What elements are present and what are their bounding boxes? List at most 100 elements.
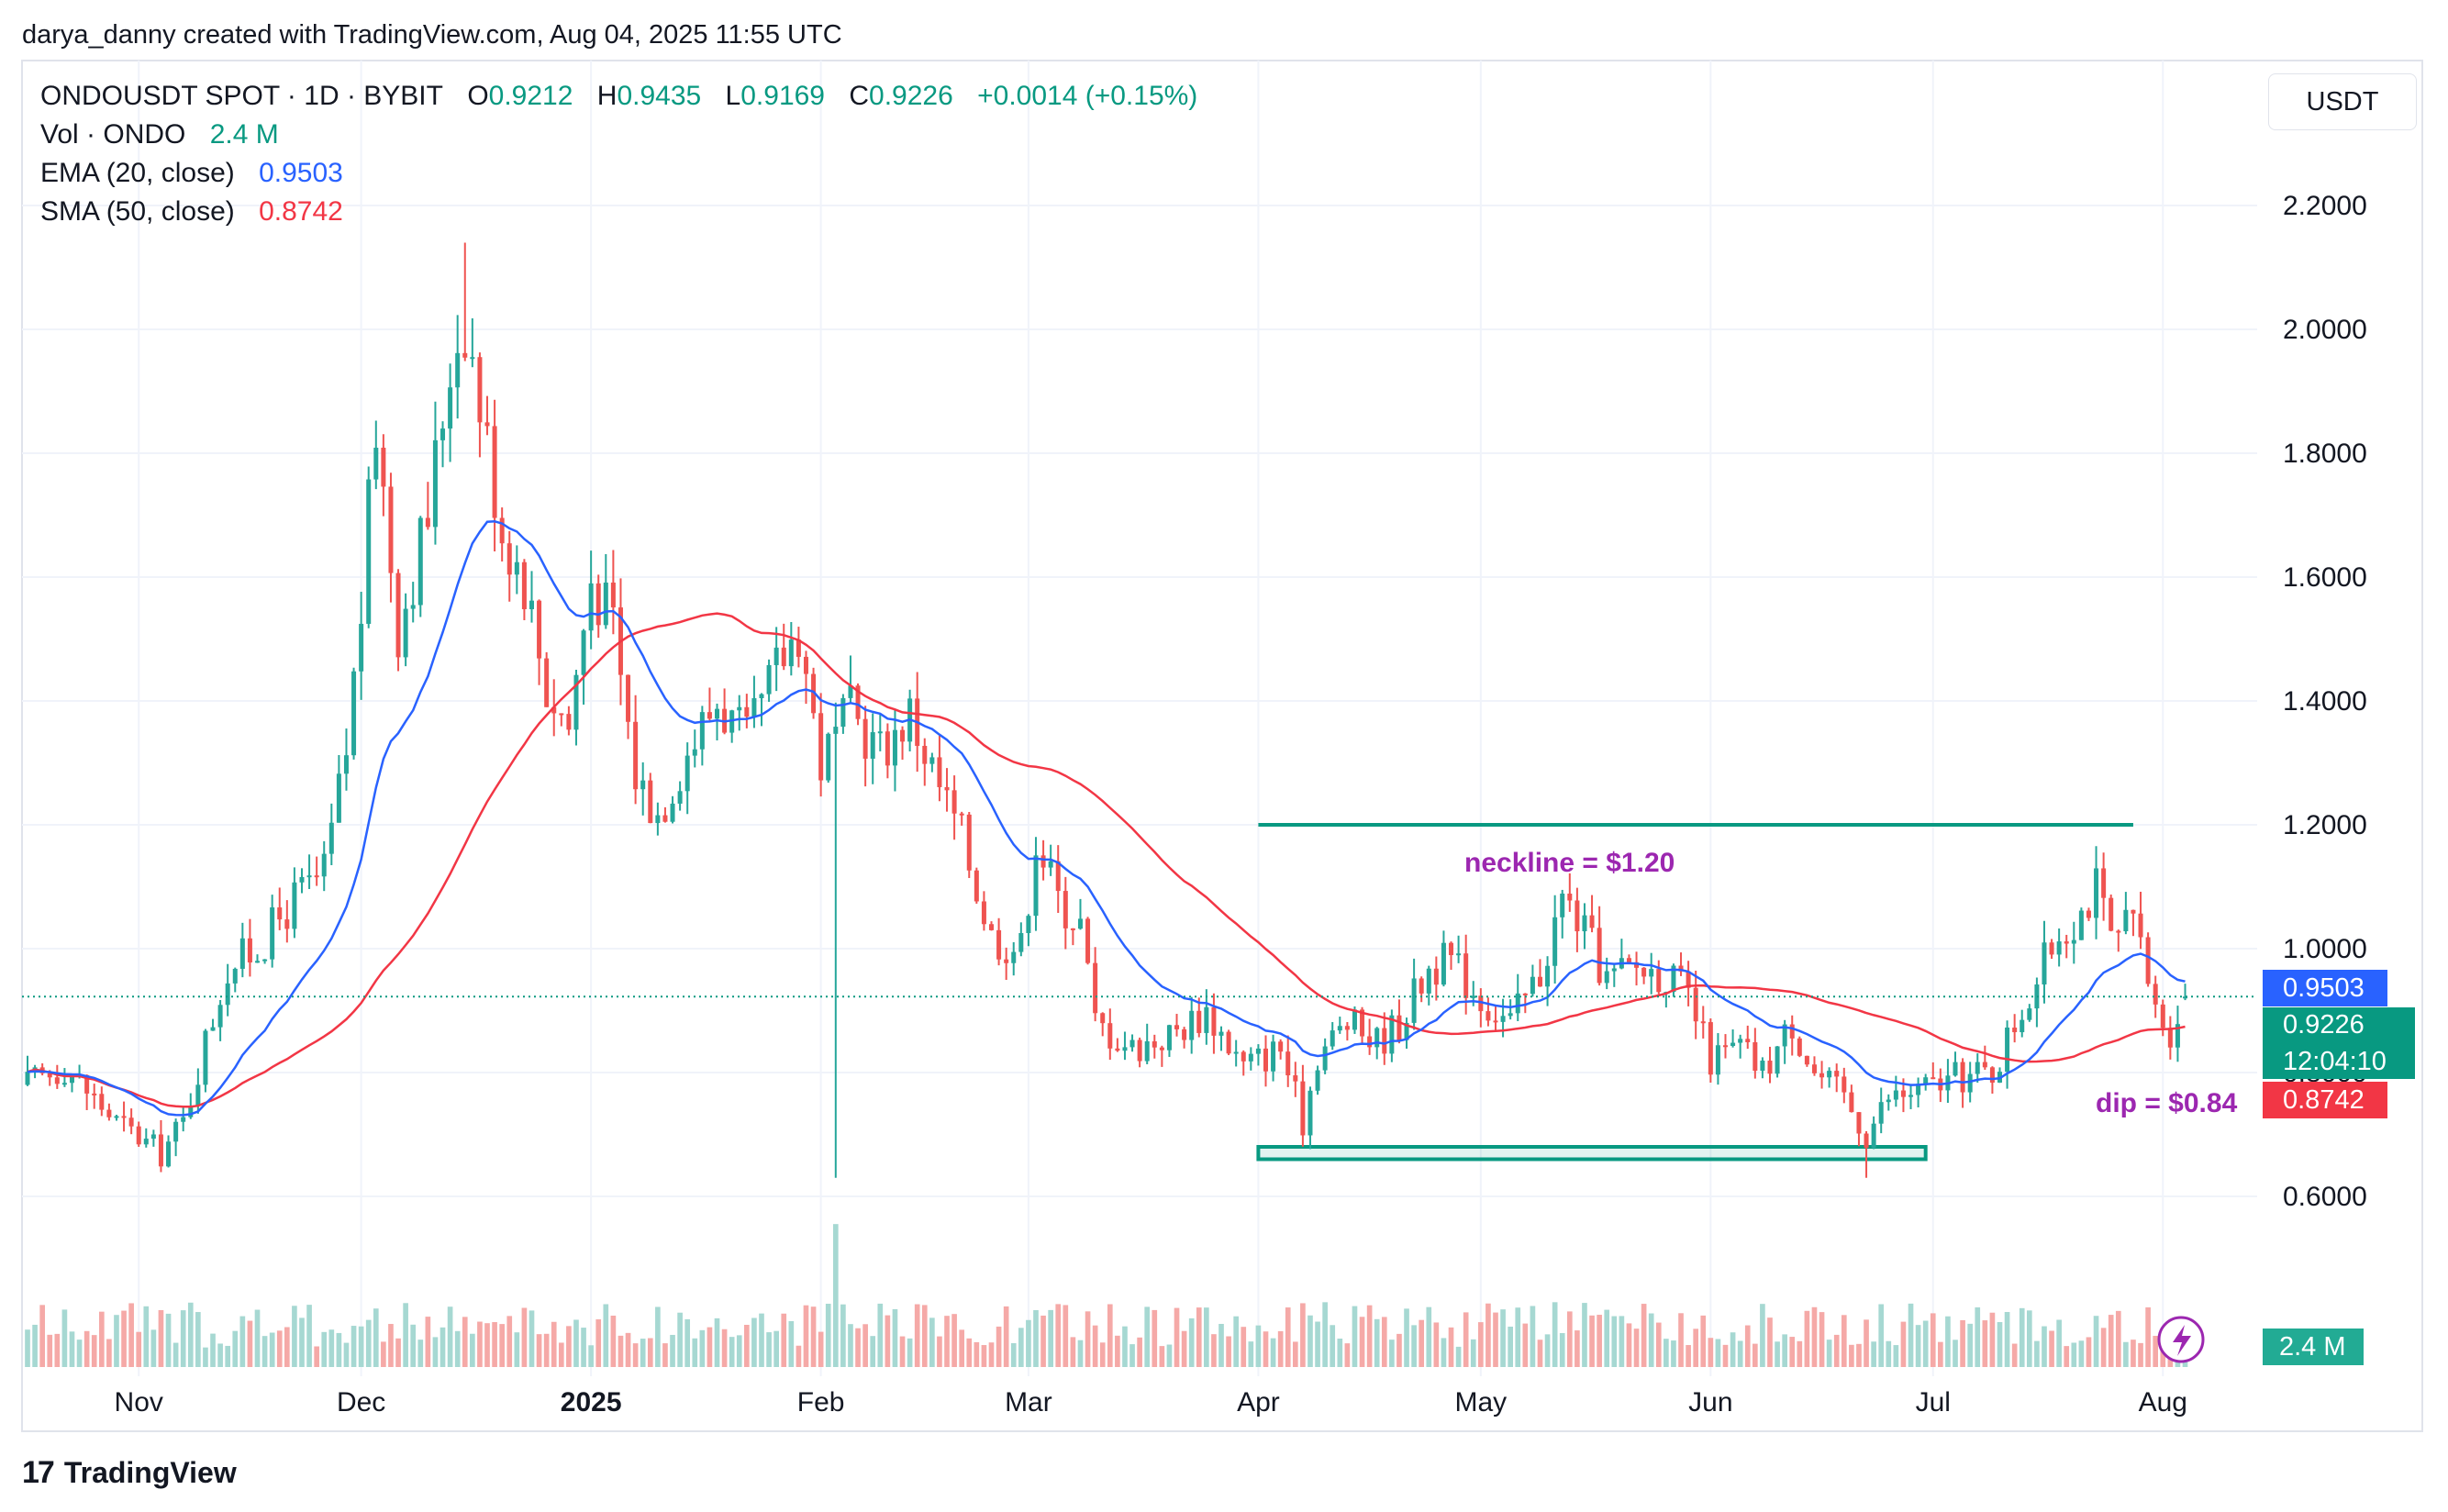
candle-body	[781, 647, 786, 667]
candle-body	[885, 731, 890, 766]
close-value: 0.9226	[869, 81, 953, 111]
time-tick-label: Aug	[2139, 1387, 2187, 1418]
volume-bar	[2138, 1342, 2143, 1367]
candle-body	[974, 870, 979, 902]
volume-bar	[269, 1332, 275, 1367]
candle-body	[1871, 1123, 1876, 1149]
volume-bar	[1671, 1340, 1676, 1367]
volume-bar	[1196, 1307, 1202, 1367]
candle-body	[1508, 1013, 1513, 1017]
ema-price-badge: 0.9503	[2263, 970, 2387, 1006]
volume-bar	[314, 1346, 319, 1367]
price-tick-label: 0.6000	[2283, 1182, 2367, 1212]
candle-body	[1975, 1062, 1980, 1074]
price-scale[interactable]: 2.2000 2.0000 1.8000 1.6000 1.4000 1.2000 1.00…	[2283, 191, 2367, 1212]
volume-bar	[1797, 1340, 1803, 1367]
candle-body	[121, 1116, 127, 1118]
candle-body	[1040, 855, 1046, 868]
volume-bar	[1285, 1307, 1291, 1367]
candle-body	[603, 582, 608, 626]
sma-legend[interactable]: SMA (50, close) 0.8742	[40, 196, 343, 228]
candle-body	[1893, 1090, 1898, 1100]
volume-bar	[1122, 1326, 1128, 1367]
candle-body	[336, 773, 341, 823]
candle-body	[766, 664, 772, 695]
volume-bar	[1515, 1307, 1521, 1367]
candle-body	[544, 658, 550, 707]
volume-bar	[1619, 1316, 1625, 1367]
candle-body	[54, 1077, 60, 1084]
volume-bar	[1115, 1335, 1120, 1367]
volume-bar	[1092, 1325, 1098, 1367]
candle-body	[1864, 1133, 1869, 1149]
candle-body	[862, 718, 868, 759]
symbol-legend[interactable]: ONDOUSDT SPOT · 1D · BYBIT O0.9212 H0.94…	[40, 81, 1197, 112]
volume-bar	[1804, 1310, 1810, 1367]
currency-button[interactable]: USDT	[2268, 73, 2417, 130]
bar-countdown: 12:04:10	[2283, 1047, 2387, 1076]
candle-body	[1233, 1051, 1239, 1054]
candle-body	[1396, 1015, 1402, 1040]
volume-bar	[966, 1338, 973, 1367]
tradingview-logo[interactable]: 17 TradingView	[22, 1455, 237, 1491]
time-scale[interactable]: Nov Dec 2025 Feb Mar Apr May Jun Jul Aug	[115, 1387, 2187, 1418]
volume-bar	[1819, 1312, 1825, 1367]
volume-bar	[417, 1340, 424, 1367]
volume-bar	[996, 1326, 1002, 1367]
pattern-annotations[interactable]	[1256, 823, 2133, 1162]
volume-legend[interactable]: Vol · ONDO 2.4 M	[40, 119, 279, 150]
volume-bar	[2145, 1306, 2151, 1367]
volume-bar	[581, 1328, 586, 1367]
volume-bar	[292, 1306, 297, 1367]
candle-body	[388, 486, 394, 573]
ema-legend[interactable]: EMA (20, close) 0.9503	[40, 158, 343, 189]
volume-bar	[2108, 1315, 2114, 1367]
candle-body	[2131, 909, 2136, 914]
volume-bar	[239, 1316, 246, 1367]
volume-bar	[832, 1224, 839, 1367]
candle-body	[1693, 987, 1698, 1022]
candle-body	[2049, 942, 2054, 955]
volume-bar	[692, 1338, 698, 1367]
time-tick-label: Nov	[115, 1387, 163, 1418]
volume-bar	[484, 1323, 490, 1367]
candle-body	[239, 938, 245, 969]
candle-body	[537, 600, 542, 659]
volume-bar	[1997, 1321, 2003, 1367]
candle-body	[1953, 1062, 1958, 1076]
candle-body	[499, 517, 505, 544]
volume-bar	[818, 1331, 824, 1367]
volume-bar	[655, 1306, 661, 1367]
volume-bar	[150, 1329, 157, 1367]
volume-bar	[69, 1331, 75, 1367]
volume-bar	[1419, 1319, 1425, 1367]
candle-body	[1515, 993, 1520, 1014]
volume-bar	[1500, 1309, 1506, 1367]
volume-bar	[1404, 1308, 1409, 1367]
volume-bar	[988, 1342, 995, 1367]
last-price-badge: 0.9226 12:04:10	[2263, 1007, 2415, 1079]
volume-bar	[351, 1326, 357, 1367]
volume-bar	[899, 1336, 906, 1367]
candle-body	[1878, 1102, 1884, 1124]
candle-body	[2160, 1004, 2165, 1028]
volume-bar	[1085, 1311, 1091, 1367]
candle-body	[270, 907, 275, 960]
volume-bar	[1381, 1317, 1387, 1367]
volume-bar	[1589, 1315, 1595, 1367]
candle-body	[69, 1076, 74, 1084]
chart-credit: darya_danny created with TradingView.com…	[22, 20, 842, 50]
volume-bar	[1322, 1302, 1328, 1367]
candle-body	[1263, 1048, 1268, 1072]
volume-bar	[1775, 1341, 1780, 1367]
volume-bar	[2093, 1316, 2099, 1367]
volume-bar	[1664, 1339, 1669, 1367]
candle-body	[1478, 995, 1484, 1012]
candle-body	[2153, 984, 2158, 1005]
volume-bar	[232, 1330, 239, 1367]
volume-bar	[1522, 1323, 1529, 1367]
candle-body	[1122, 1047, 1128, 1051]
candle-body	[1344, 1026, 1350, 1030]
volume-bar	[462, 1317, 468, 1367]
